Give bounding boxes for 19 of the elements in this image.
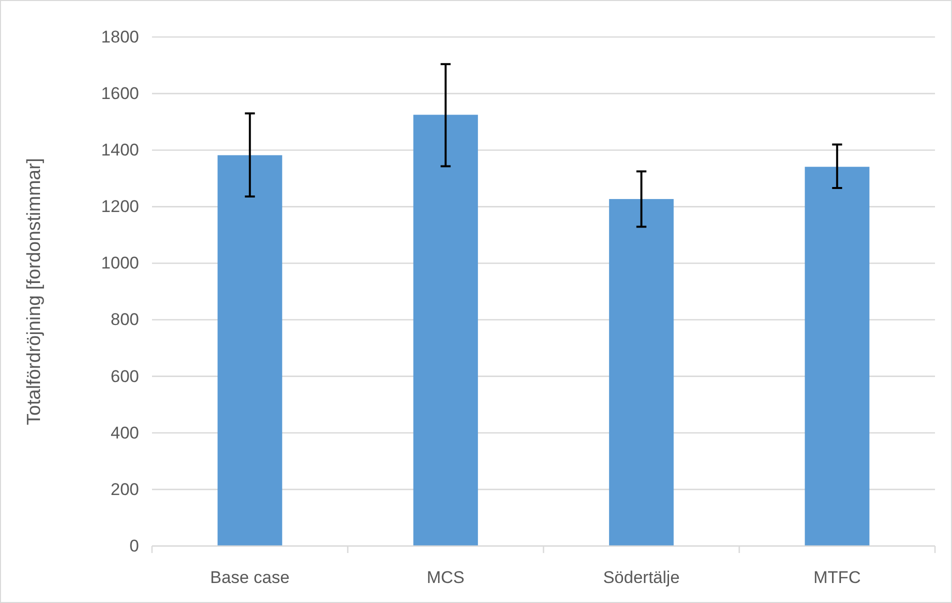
y-axis-title: Totalfördröjning [fordonstimmar] <box>24 158 45 426</box>
bar <box>218 155 282 546</box>
y-tick-label: 1800 <box>101 27 139 46</box>
y-tick-label: 1000 <box>101 254 139 273</box>
y-tick-label: 400 <box>110 423 139 442</box>
x-tick-label: MCS <box>426 568 465 587</box>
y-tick-label: 1400 <box>101 140 139 160</box>
y-tick-label: 1600 <box>101 84 139 103</box>
x-tick-label: Södertälje <box>603 568 680 587</box>
y-tick-label: 1200 <box>101 197 139 216</box>
x-tick-label: MTFC <box>814 568 861 587</box>
y-tick-label: 200 <box>110 480 139 499</box>
y-tick-label: 0 <box>130 536 139 556</box>
bar <box>609 199 674 546</box>
y-tick-label: 600 <box>110 366 139 386</box>
y-tick-label: 800 <box>110 310 139 330</box>
bar <box>804 166 870 546</box>
x-tick-label: Base case <box>210 568 290 587</box>
bar <box>413 114 478 546</box>
